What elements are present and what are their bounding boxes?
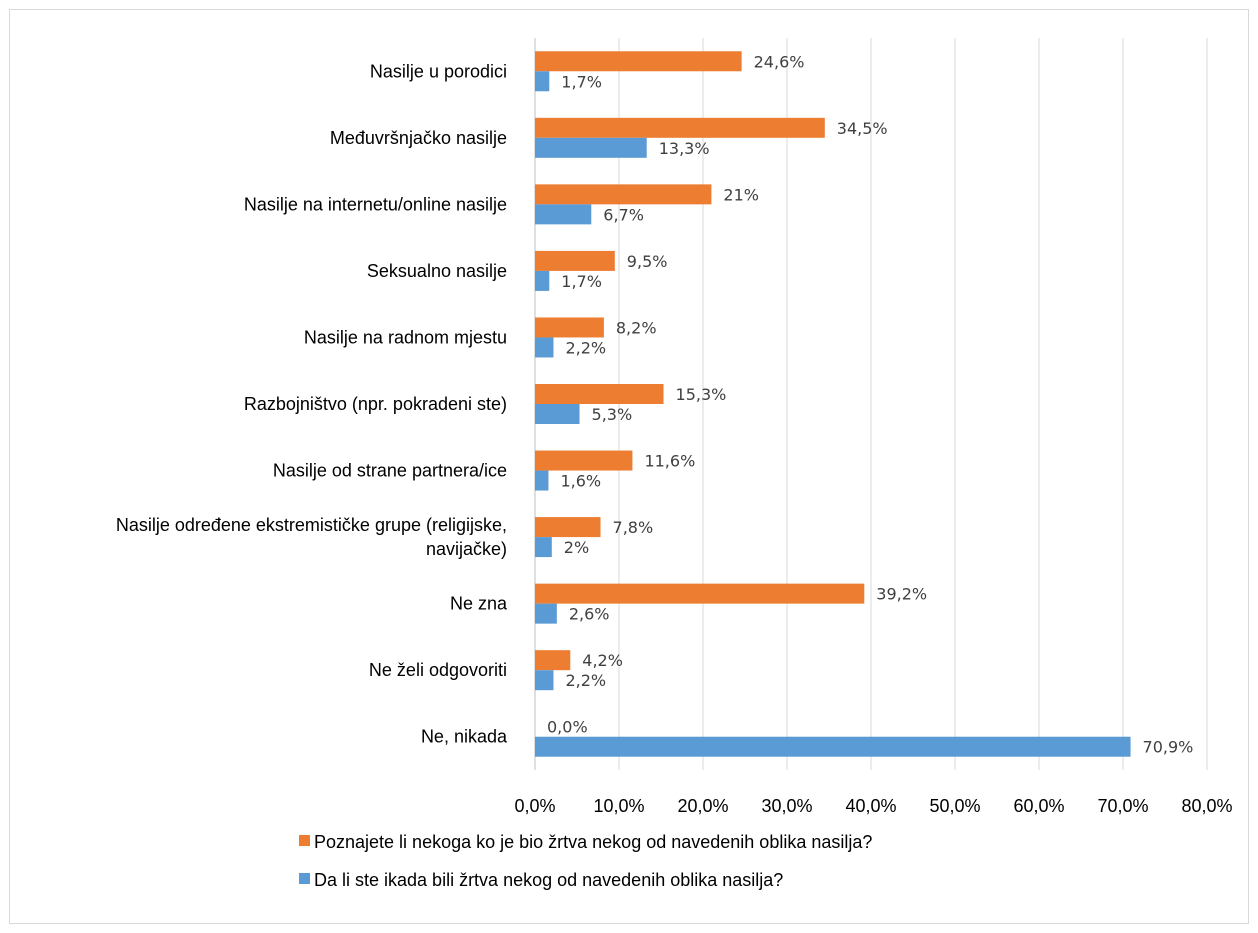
bar-self-victim <box>535 404 580 424</box>
tick-layer: 0,0% 10,0% 20,0% 30,0% 40,0% 50,0% 60,0% 70,0% 8… <box>514 796 1232 816</box>
data-label: 4,2% <box>582 651 623 670</box>
bar-self-victim <box>535 736 1131 757</box>
x-tick-label: 40,0% <box>845 796 896 816</box>
bar-known-victim <box>535 117 825 138</box>
data-label: 70,9% <box>1143 738 1194 757</box>
legend-swatch <box>299 835 310 846</box>
bar-known-victim <box>535 583 865 604</box>
data-label: 6,7% <box>603 205 644 224</box>
category-label: Nasilje na internetu/online nasilje <box>244 194 507 214</box>
bar-known-victim <box>535 51 742 72</box>
grid-layer <box>534 38 1208 770</box>
bar-self-victim <box>535 337 554 358</box>
data-label: 8,2% <box>616 318 657 337</box>
bar-self-victim <box>535 137 647 158</box>
x-tick-label: 10,0% <box>593 796 644 816</box>
bar-self-victim <box>535 470 549 491</box>
data-label: 0,0% <box>547 718 588 737</box>
data-label: 1,7% <box>561 72 602 91</box>
data-label: 2,2% <box>565 671 606 690</box>
legend-swatch <box>299 873 310 884</box>
category-label: Nasilje određene ekstremističke grupe (r… <box>116 515 507 535</box>
legend-label: Da li ste ikada bili žrtva nekog od nave… <box>314 870 783 890</box>
data-label: 5,3% <box>592 405 633 424</box>
category-label: navijačke) <box>426 539 507 559</box>
x-tick-label: 20,0% <box>677 796 728 816</box>
bar-known-victim <box>535 184 712 205</box>
category-layer: Nasilje u porodici Međuvršnjačko nasilje N… <box>116 61 508 746</box>
category-label: Razbojništvo (npr. pokradeni ste) <box>244 394 507 414</box>
bar-self-victim <box>535 71 550 92</box>
data-label: 2,2% <box>565 338 606 357</box>
category-label: Ne zna <box>450 594 508 614</box>
data-label: 13,3% <box>659 139 710 158</box>
bar-self-victim <box>535 270 550 291</box>
bar-known-victim <box>535 384 664 404</box>
category-label: Seksualno nasilje <box>367 261 507 281</box>
category-label: Nasilje u porodici <box>370 61 507 81</box>
data-label: 21% <box>723 185 759 204</box>
legend-label: Poznajete li nekoga ko je bio žrtva neko… <box>314 832 872 852</box>
bar-known-victim <box>535 450 633 471</box>
bar-known-victim <box>535 517 601 538</box>
category-label: Međuvršnjačko nasilje <box>330 128 507 148</box>
x-tick-label: 30,0% <box>761 796 812 816</box>
legend-layer: Poznajete li nekoga ko je bio žrtva neko… <box>299 832 872 890</box>
data-label: 24,6% <box>754 52 805 71</box>
bar-self-victim <box>535 603 557 624</box>
chart-svg: 24,6% 1,7% 34,5% 13,3% 21% 6,7% 9,5% 1,7% 8,2% 2,… <box>116 38 1233 890</box>
category-label: Ne želi odgovoriti <box>369 660 507 680</box>
x-tick-label: 80,0% <box>1181 796 1232 816</box>
bar-self-victim <box>535 537 552 558</box>
bar-known-victim <box>535 317 604 338</box>
category-label: Ne, nikada <box>421 727 508 747</box>
x-tick-label: 60,0% <box>1013 796 1064 816</box>
label-layer: 24,6% 1,7% 34,5% 13,3% 21% 6,7% 9,5% 1,7% 8,2% 2,… <box>547 52 1193 756</box>
data-label: 1,7% <box>561 272 602 291</box>
data-label: 11,6% <box>644 452 695 471</box>
data-label: 2,6% <box>569 605 610 624</box>
data-label: 7,8% <box>613 518 654 537</box>
data-label: 1,6% <box>560 472 601 491</box>
x-tick-label: 70,0% <box>1097 796 1148 816</box>
bar-self-victim <box>535 670 554 691</box>
category-label: Nasilje od strane partnera/ice <box>273 461 507 481</box>
data-label: 15,3% <box>676 385 727 404</box>
x-tick-label: 0,0% <box>514 796 555 816</box>
category-label: Nasilje na radnom mjestu <box>304 327 507 347</box>
chart-frame: 24,6% 1,7% 34,5% 13,3% 21% 6,7% 9,5% 1,7% 8,2% 2,… <box>9 9 1249 924</box>
x-tick-label: 50,0% <box>929 796 980 816</box>
bar-self-victim <box>535 204 592 225</box>
data-label: 2% <box>564 538 589 557</box>
data-label: 9,5% <box>627 252 668 271</box>
bar-known-victim <box>535 650 571 671</box>
bar-layer <box>535 51 1131 757</box>
bar-known-victim <box>535 250 615 271</box>
data-label: 39,2% <box>876 585 927 604</box>
data-label: 34,5% <box>837 119 888 138</box>
